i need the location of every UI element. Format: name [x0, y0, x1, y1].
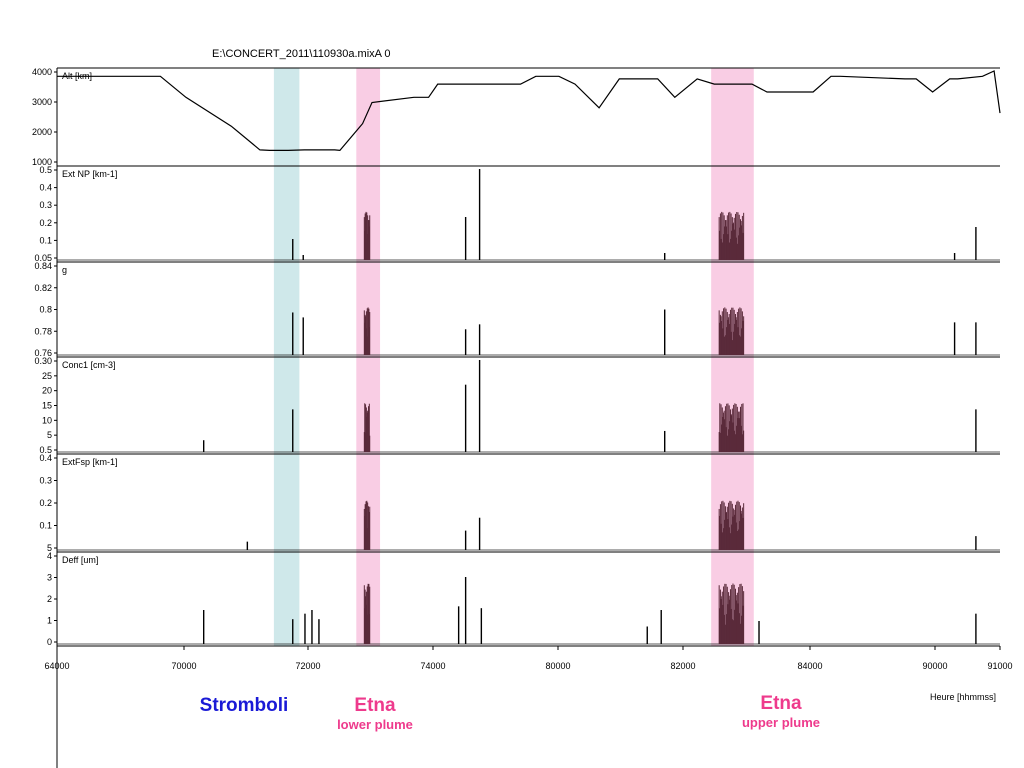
- annotation-etna_upper-sub: upper plume: [742, 715, 820, 730]
- y-tick-label: 2000: [32, 127, 52, 137]
- panel-label: Conc1 [cm-3]: [62, 360, 116, 370]
- annotation-etna_upper: Etna: [760, 693, 802, 714]
- y-tick-label: 0: [47, 637, 52, 647]
- panel-label: ExtFsp [km-1]: [62, 457, 118, 467]
- x-tick-label: 80000: [545, 661, 570, 671]
- panel-5: Deff [um] 4 3 2 1 0: [47, 551, 1000, 647]
- x-tick-label: 70000: [171, 661, 196, 671]
- y-tick-label: 15: [42, 401, 52, 411]
- y-tick-label: 0.84: [34, 261, 52, 271]
- y-tick-label: 0.4: [39, 453, 52, 463]
- chart-title: E:\CONCERT_2011\110930a.mixA 0: [212, 48, 391, 60]
- y-tick-label: 10: [42, 415, 52, 425]
- panel-3: Conc1 [cm-3] 0.30 25 20 15 10 5 0.5: [34, 356, 1000, 455]
- x-tick-label: 82000: [670, 661, 695, 671]
- y-tick-label: 0.76: [34, 348, 52, 358]
- y-tick-label: 0.1: [39, 521, 52, 531]
- x-tick-label: 74000: [420, 661, 445, 671]
- panel-1: Ext NP [km-1] 0.5 0.4 0.3 0.2 0.1 0.05: [34, 165, 1000, 263]
- panel-2: g 0.84 0.82 0.8 0.78 0.76: [34, 261, 1000, 358]
- y-tick-label: 0.3: [39, 200, 52, 210]
- y-tick-label: 0.05: [34, 253, 52, 263]
- panel-label: g: [62, 265, 67, 275]
- y-tick-label: 25: [42, 371, 52, 381]
- y-tick-label: 0.2: [39, 218, 52, 228]
- y-tick-label: 5: [47, 543, 52, 553]
- panel-label: Ext NP [km-1]: [62, 169, 117, 179]
- x-axis: 64000 70000 72000 74000 80000 82000 84000 90000…: [44, 68, 1013, 768]
- annotation-etna_lower: Etna: [354, 695, 396, 716]
- x-tick-label: 90000: [922, 661, 947, 671]
- y-tick-label: 0.1: [39, 235, 52, 245]
- y-tick-label: 1: [47, 616, 52, 626]
- y-tick-label: 0.3: [39, 476, 52, 486]
- y-tick-label: 4000: [32, 67, 52, 77]
- y-tick-label: 0.30: [34, 356, 52, 366]
- y-tick-label: 3: [47, 573, 52, 583]
- x-tick-label: 91000: [987, 661, 1012, 671]
- y-tick-label: 3000: [32, 97, 52, 107]
- y-tick-label: 0.78: [34, 326, 52, 336]
- annotation-stromboli: Stromboli: [200, 695, 289, 716]
- y-tick-label: 0.8: [39, 305, 52, 315]
- x-axis-label: Heure [hhmmss]: [930, 692, 996, 702]
- x-tick-label: 64000: [44, 661, 69, 671]
- y-tick-label: 0.2: [39, 498, 52, 508]
- panel-label: Deff [um]: [62, 555, 98, 565]
- x-tick-label: 84000: [797, 661, 822, 671]
- y-tick-label: 0.4: [39, 183, 52, 193]
- y-tick-label: 0.5: [39, 165, 52, 175]
- y-tick-label: 0.5: [39, 445, 52, 455]
- y-tick-label: 1000: [32, 157, 52, 167]
- y-tick-label: 5: [47, 430, 52, 440]
- y-tick-label: 0.82: [34, 283, 52, 293]
- y-tick-label: 20: [42, 386, 52, 396]
- y-tick-label: 4: [47, 551, 52, 561]
- altitude-line: [57, 70, 1001, 152]
- x-tick-label: 72000: [295, 661, 320, 671]
- y-tick-label: 2: [47, 594, 52, 604]
- panel-4: ExtFsp [km-1] 0.4 0.3 0.2 0.1 5: [39, 453, 1000, 553]
- annotation-etna_lower-sub: lower plume: [337, 717, 413, 732]
